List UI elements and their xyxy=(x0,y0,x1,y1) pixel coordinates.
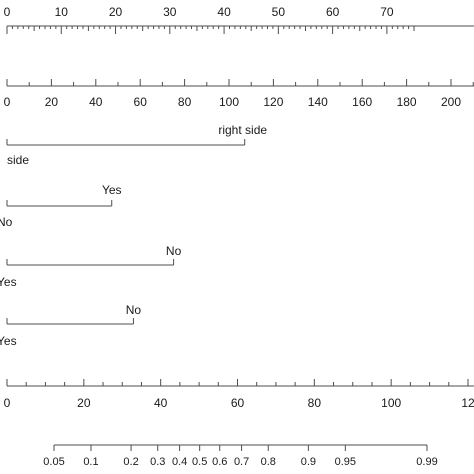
total-points-tick-label: 100 xyxy=(381,396,401,410)
points-tick-label: 10 xyxy=(55,5,69,19)
factor-b-level-label: No xyxy=(166,244,182,258)
side-level-label: right side xyxy=(218,123,267,137)
factor-b-level-label: Yes xyxy=(0,275,17,289)
factor-a-level-label: Yes xyxy=(102,183,122,197)
continuous-tick-label: 200 xyxy=(441,95,461,109)
total-points-tick-label: 0 xyxy=(4,396,11,410)
points-tick-label: 60 xyxy=(326,5,340,19)
points-tick-label: 30 xyxy=(163,5,177,19)
continuous-tick-label: 20 xyxy=(45,95,59,109)
probability-tick-label: 0.8 xyxy=(261,456,276,468)
points-tick-label: 50 xyxy=(272,5,286,19)
total-points-tick-label: 60 xyxy=(231,396,245,410)
total-points-tick-label: 40 xyxy=(154,396,168,410)
probability-tick-label: 0.95 xyxy=(335,456,356,468)
continuous-tick-label: 160 xyxy=(352,95,372,109)
probability-tick-label: 0.99 xyxy=(416,456,437,468)
probability-tick-label: 0.4 xyxy=(172,456,187,468)
probability-tick-label: 0.7 xyxy=(234,456,249,468)
total-points-tick-label: 80 xyxy=(308,396,322,410)
factor-a-level-label: No xyxy=(0,215,13,229)
continuous-tick-label: 80 xyxy=(178,95,192,109)
probability-tick-label: 0.6 xyxy=(212,456,227,468)
probability-tick-label: 0.1 xyxy=(83,456,98,468)
total-points-tick-label: 20 xyxy=(77,396,91,410)
points-tick-label: 0 xyxy=(4,5,11,19)
probability-tick-label: 0.2 xyxy=(123,456,138,468)
probability-tick-label: 0.9 xyxy=(301,456,316,468)
total-points-tick-label: 12 xyxy=(461,396,474,410)
factor-c-level-label: No xyxy=(126,303,142,317)
continuous-tick-label: 40 xyxy=(89,95,103,109)
probability-tick-label: 0.05 xyxy=(43,456,64,468)
continuous-tick-label: 60 xyxy=(134,95,148,109)
points-tick-label: 70 xyxy=(380,5,394,19)
points-tick-label: 40 xyxy=(217,5,231,19)
continuous-tick-label: 0 xyxy=(4,95,11,109)
probability-tick-label: 0.3 xyxy=(150,456,165,468)
continuous-tick-label: 100 xyxy=(219,95,239,109)
continuous-tick-label: 120 xyxy=(263,95,283,109)
continuous-tick-label: 180 xyxy=(397,95,417,109)
points-tick-label: 20 xyxy=(109,5,123,19)
continuous-tick-label: 140 xyxy=(308,95,328,109)
factor-c-level-label: Yes xyxy=(0,334,17,348)
probability-tick-label: 0.5 xyxy=(192,456,207,468)
side-level-label: side xyxy=(7,153,29,167)
